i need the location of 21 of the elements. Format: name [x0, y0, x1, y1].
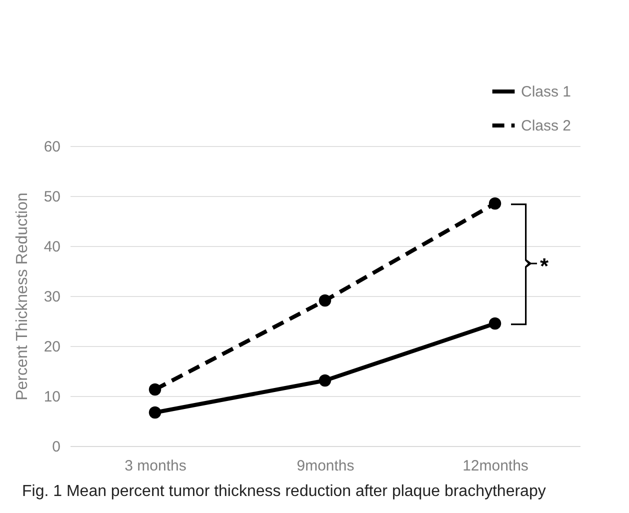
- point: [148, 406, 162, 419]
- point: [488, 197, 502, 210]
- x-tick-label: 12months: [462, 458, 528, 474]
- y-tick-label: 60: [44, 138, 60, 156]
- point: [318, 374, 332, 387]
- point: [318, 294, 332, 307]
- y-tick-label: 50: [44, 188, 60, 206]
- x-tick-label: 3 months: [124, 458, 186, 474]
- y-axis-title: Percent Thickness Reduction: [14, 192, 31, 400]
- legend-label: Class 1: [521, 84, 572, 100]
- point: [488, 317, 502, 330]
- y-tick-label: 30: [44, 288, 60, 306]
- y-tick-label: 10: [44, 388, 60, 406]
- x-tick-label: 9months: [296, 458, 354, 474]
- y-tick-label: 0: [52, 438, 60, 456]
- legend-label: Class 2: [521, 118, 572, 134]
- annotation: *: [540, 254, 549, 278]
- y-tick-label: 40: [44, 238, 60, 256]
- caption: Fig. 1 Mean percent tumor thickness reduction after plaque brachytherapy: [22, 482, 547, 502]
- point: [148, 383, 162, 396]
- y-tick-label: 20: [44, 338, 60, 356]
